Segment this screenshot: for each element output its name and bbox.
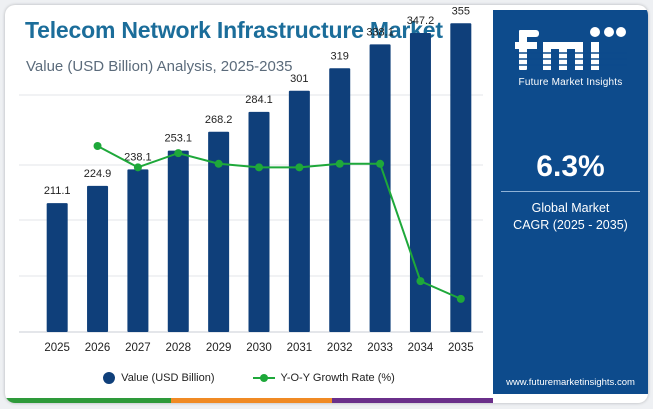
growth-point-4: [255, 163, 263, 172]
bar-2029: [208, 131, 230, 332]
x-tick-2026: 2026: [85, 342, 111, 354]
website-url: www.futuremarketinsights.com: [506, 377, 635, 388]
bar-label-2027: 238.1: [124, 151, 152, 163]
x-tick-2035: 2035: [448, 342, 474, 354]
x-tick-2031: 2031: [287, 342, 313, 354]
growth-point-1: [133, 163, 142, 172]
bar-2033: [369, 44, 391, 332]
growth-point-2: [174, 149, 183, 158]
cagr-label-line1: Global Market: [531, 201, 610, 215]
bar-2027: [127, 169, 149, 332]
chart-canvas: 211.1 2025 224.9 2026 238.1 2027 253.1 2028 268.…: [19, 5, 483, 354]
bar-2034: [409, 33, 431, 332]
legend-swatch-line: [252, 372, 275, 384]
x-tick-2030: 2030: [246, 342, 272, 354]
fmi-logo-icon: [515, 27, 627, 70]
bar-2035: [450, 23, 472, 332]
legend-label-value: Value (USD Billion): [121, 372, 215, 384]
strip-orange: [170, 398, 332, 403]
bar-label-2028: 253.1: [165, 133, 193, 145]
bar-label-2035: 355: [452, 5, 470, 17]
bar-label-2029: 268.2: [205, 114, 233, 126]
chart-legend: Value (USD Billion) Y-O-Y Growth Rate (%…: [5, 368, 493, 388]
cagr-label: Global Market CAGR (2025 - 2035): [493, 200, 648, 234]
x-tick-2029: 2029: [206, 342, 232, 354]
growth-point-5: [295, 163, 304, 172]
x-tick-2032: 2032: [327, 342, 353, 354]
x-tick-2025: 2025: [44, 342, 70, 354]
bar-label-2025: 211.1: [44, 185, 71, 197]
bar-label-2034: 347.2: [407, 15, 435, 27]
cagr-label-line2: CAGR (2025 - 2035): [513, 218, 628, 232]
growth-point-7: [376, 159, 385, 168]
legend-item-growth: Y-O-Y Growth Rate (%): [252, 372, 395, 384]
legend-label-growth: Y-O-Y Growth Rate (%): [280, 372, 395, 384]
bar-2028: [167, 150, 189, 332]
legend-item-value: Value (USD Billion): [103, 372, 215, 384]
growth-line: [97, 145, 462, 300]
bar-label-2031: 301: [290, 73, 308, 85]
legend-swatch-bar: [103, 372, 116, 384]
x-tick-2028: 2028: [165, 342, 191, 354]
chart-title: Telecom Network Infrastructure Market: [25, 17, 443, 43]
growth-point-6: [335, 159, 344, 168]
bar-label-2030: 284.1: [245, 94, 273, 106]
chart-card: Telecom Network Infrastructure Market Va…: [5, 5, 648, 403]
bar-label-2026: 224.9: [84, 168, 112, 180]
strip-green: [5, 398, 171, 403]
growth-point-3: [214, 159, 223, 168]
bar-2031: [288, 90, 310, 332]
growth-point-8: [416, 277, 425, 286]
growth-point-0: [93, 142, 102, 150]
x-tick-2034: 2034: [408, 342, 434, 354]
bar-label-2033: 338.1: [366, 26, 394, 38]
x-tick-2027: 2027: [125, 342, 151, 354]
bottom-color-strip: [5, 398, 493, 403]
strip-purple: [331, 398, 493, 403]
cagr-divider: [501, 191, 640, 192]
bar-2026: [87, 185, 109, 332]
chart-subtitle: Value (USD Billion) Analysis, 2025-2035: [26, 58, 293, 75]
logo-text: Future Market Insights: [518, 77, 623, 88]
bar-label-2032: 319: [331, 50, 349, 62]
bar-2030: [248, 111, 270, 332]
growth-point-9: [456, 294, 465, 303]
bar-2032: [329, 68, 351, 332]
x-tick-2033: 2033: [367, 342, 393, 354]
cagr-value: 6.3%: [536, 150, 605, 183]
bar-2025: [46, 203, 68, 332]
sidebar-panel: Future Market Insights 6.3% Global Marke…: [493, 10, 648, 394]
